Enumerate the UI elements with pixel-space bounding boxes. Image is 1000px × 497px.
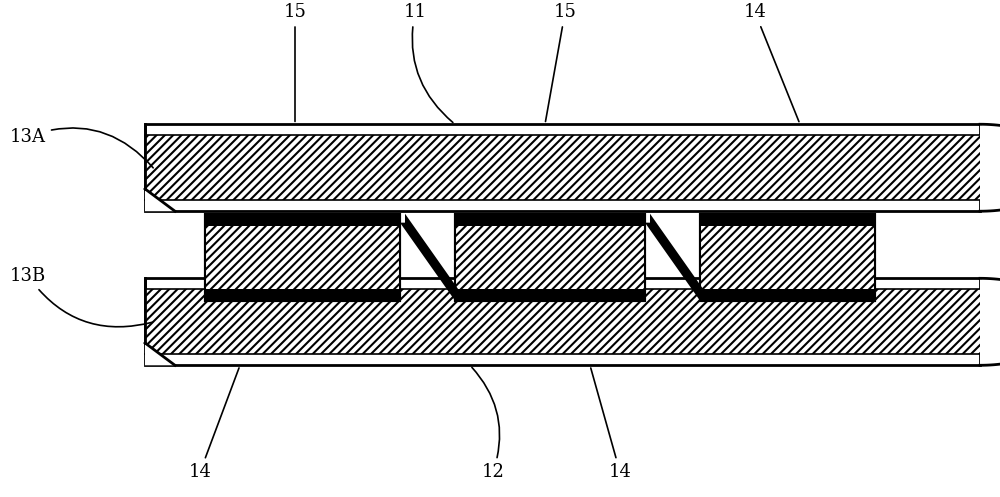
Polygon shape [145, 343, 175, 365]
Bar [205, 214, 400, 226]
Polygon shape [370, 214, 475, 301]
Bar [455, 289, 645, 301]
Text: 13A: 13A [10, 128, 153, 168]
Bar [455, 214, 645, 301]
Bar [700, 289, 875, 301]
Bar [145, 278, 980, 365]
Text: 15: 15 [545, 3, 576, 121]
Bar [145, 135, 980, 200]
Bar [700, 214, 875, 226]
Bar [700, 226, 875, 289]
Bar [455, 226, 645, 289]
Bar [700, 214, 875, 301]
Bar [145, 124, 980, 211]
Bar [205, 226, 400, 289]
Polygon shape [145, 189, 175, 211]
Bar [205, 214, 400, 301]
Text: 14: 14 [189, 368, 239, 481]
Bar [455, 214, 645, 301]
Bar [700, 214, 875, 301]
Text: 14: 14 [744, 3, 799, 122]
Bar [205, 289, 400, 301]
Bar [205, 214, 400, 301]
Polygon shape [615, 214, 720, 301]
Text: 12: 12 [472, 367, 504, 481]
Text: 11: 11 [404, 3, 453, 122]
Bar [145, 289, 980, 354]
Bar [455, 214, 645, 226]
Wedge shape [980, 279, 1000, 364]
Text: 13B: 13B [10, 267, 152, 327]
Wedge shape [980, 125, 1000, 210]
Text: 14: 14 [591, 368, 631, 481]
Text: 15: 15 [284, 3, 306, 121]
